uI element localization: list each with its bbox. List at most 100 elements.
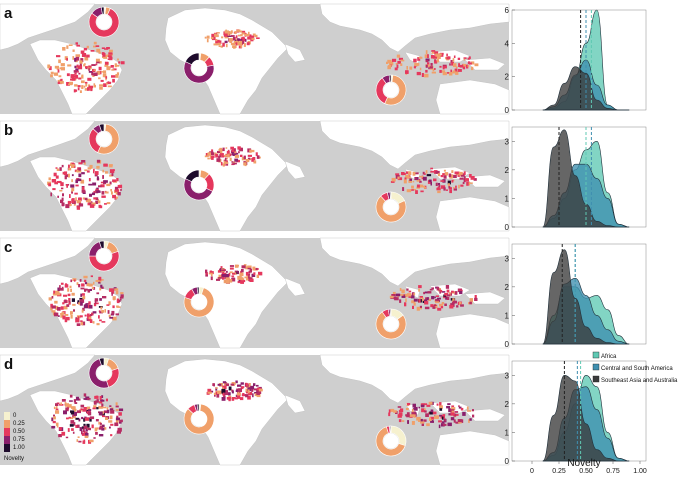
novelty-pixel bbox=[99, 279, 104, 281]
novelty-pixel bbox=[79, 299, 85, 303]
novelty-pixel bbox=[87, 398, 91, 400]
novelty-pixel bbox=[98, 204, 101, 208]
novelty-pixel bbox=[416, 306, 420, 311]
novelty-pixel bbox=[453, 419, 456, 423]
novelty-pixel bbox=[86, 170, 90, 173]
novelty-pixel bbox=[235, 380, 238, 384]
novelty-pixel bbox=[75, 170, 78, 173]
novelty-pixel bbox=[119, 419, 123, 423]
novelty-pixel bbox=[229, 157, 232, 162]
novelty-pixel bbox=[430, 63, 433, 67]
novelty-pixel bbox=[419, 184, 424, 188]
novelty-pixel bbox=[248, 277, 250, 282]
novelty-pixel bbox=[84, 435, 89, 438]
novelty-pixel bbox=[436, 297, 441, 300]
novelty-pixel bbox=[397, 406, 402, 408]
novelty-pixel bbox=[70, 78, 75, 81]
novelty-pixel bbox=[219, 153, 224, 156]
novelty-pixel bbox=[431, 287, 434, 290]
novelty-map: a bbox=[0, 3, 510, 115]
novelty-pixel bbox=[116, 430, 121, 434]
novelty-pixel bbox=[434, 60, 438, 64]
novelty-pixel bbox=[77, 85, 81, 88]
novelty-pixel bbox=[222, 385, 227, 390]
novelty-pixel bbox=[238, 34, 242, 37]
novelty-pixel bbox=[52, 293, 58, 296]
novelty-pixel bbox=[75, 74, 79, 79]
novelty-pixel bbox=[81, 321, 86, 326]
novelty-pixel bbox=[447, 183, 450, 187]
density-panel: 0 1 2 3 bbox=[505, 126, 647, 232]
novelty-pixel bbox=[56, 406, 58, 410]
novelty-pixel bbox=[421, 423, 424, 426]
novelty-pixel bbox=[420, 421, 425, 424]
novelty-pixel bbox=[458, 289, 463, 292]
novelty-pixel bbox=[397, 61, 401, 64]
novelty-pixel bbox=[448, 186, 451, 189]
novelty-pixel bbox=[87, 77, 92, 81]
novelty-pixel bbox=[419, 296, 423, 298]
novelty-pixel bbox=[467, 61, 471, 65]
novelty-pixel bbox=[69, 424, 74, 427]
donut-chart bbox=[88, 357, 120, 389]
novelty-pixel bbox=[96, 323, 100, 326]
novelty-pixel bbox=[451, 179, 454, 183]
novelty-pixel bbox=[217, 42, 221, 45]
novelty-pixel bbox=[106, 81, 111, 85]
novelty-pixel bbox=[471, 66, 474, 71]
novelty-pixel bbox=[59, 427, 62, 431]
novelty-pixel bbox=[104, 171, 108, 174]
landmass bbox=[435, 79, 510, 115]
novelty-pixel bbox=[442, 173, 446, 176]
novelty-pixel bbox=[103, 163, 108, 167]
novelty-pixel bbox=[418, 406, 420, 409]
novelty-pixel bbox=[205, 274, 208, 277]
novelty-pixel bbox=[472, 409, 474, 412]
novelty-pixel bbox=[453, 63, 457, 68]
novelty-pixel bbox=[100, 306, 103, 310]
novelty-pixel bbox=[118, 412, 122, 416]
novelty-pixel bbox=[117, 184, 120, 189]
novelty-pixel bbox=[48, 297, 52, 301]
novelty-pixel bbox=[245, 394, 249, 398]
novelty-pixel bbox=[103, 410, 108, 414]
novelty-pixel bbox=[223, 33, 228, 37]
novelty-pixel bbox=[444, 418, 446, 422]
novelty-pixel bbox=[443, 175, 447, 179]
novelty-pixel bbox=[229, 271, 233, 274]
novelty-pixel bbox=[402, 187, 405, 191]
landmass bbox=[284, 43, 306, 63]
donut-chart bbox=[183, 403, 215, 435]
novelty-pixel bbox=[445, 189, 448, 191]
novelty-pixel bbox=[115, 64, 120, 67]
novelty-pixel bbox=[80, 179, 85, 184]
donut-slice bbox=[389, 425, 392, 434]
novelty-pixel bbox=[103, 427, 107, 430]
novelty-pixel bbox=[76, 71, 79, 73]
novelty-pixel bbox=[460, 173, 465, 177]
donut-slice bbox=[389, 308, 392, 317]
novelty-pixel bbox=[103, 55, 108, 59]
novelty-pixel bbox=[234, 158, 239, 162]
novelty-pixel bbox=[225, 160, 228, 163]
donut-slice bbox=[196, 286, 200, 295]
novelty-pixel bbox=[438, 420, 442, 423]
novelty-pixel bbox=[69, 394, 73, 398]
novelty-map: b bbox=[0, 120, 510, 232]
novelty-pixel bbox=[228, 272, 231, 277]
novelty-pixel bbox=[397, 177, 403, 181]
novelty-pixel bbox=[459, 290, 463, 295]
legend-swatch bbox=[4, 436, 10, 444]
novelty-pixel bbox=[99, 396, 102, 400]
novelty-pixel bbox=[70, 163, 72, 166]
novelty-pixel bbox=[50, 74, 53, 78]
novelty-pixel bbox=[60, 282, 64, 285]
novelty-pixel bbox=[407, 403, 411, 406]
novelty-pixel bbox=[78, 197, 82, 202]
landmass bbox=[435, 196, 510, 232]
novelty-pixel bbox=[108, 314, 111, 318]
novelty-pixel bbox=[219, 154, 223, 158]
novelty-pixel bbox=[251, 38, 255, 41]
novelty-pixel bbox=[225, 157, 228, 160]
novelty-pixel bbox=[100, 399, 103, 402]
